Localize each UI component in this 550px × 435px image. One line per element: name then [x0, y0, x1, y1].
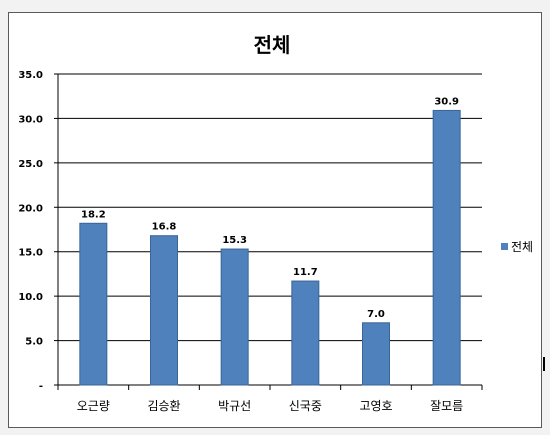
category-label: 고영호: [359, 399, 392, 413]
gridlines: [58, 73, 482, 342]
y-tick-label: -: [39, 381, 43, 392]
y-tick-label: 25.0: [18, 159, 43, 170]
chart-title: 전체: [254, 33, 291, 57]
category-label: 오근량: [77, 399, 110, 413]
y-tick-label: 35.0: [18, 70, 43, 81]
y-tick-label: 5.0: [25, 337, 43, 348]
y-tick-label: 15.0: [18, 248, 43, 259]
category-label: 신국중: [289, 399, 322, 413]
y-tick-label: 30.0: [18, 114, 43, 125]
category-label: 잘모름: [430, 399, 463, 413]
data-label: 15.3: [222, 235, 247, 246]
axes: - 5.0 10.0 15.0 20.0 25.0 30.0 35.0: [18, 70, 483, 392]
legend-swatch: [501, 243, 508, 250]
data-label: 7.0: [367, 309, 385, 320]
data-label: 16.8: [152, 222, 177, 233]
bar: [291, 280, 320, 386]
bar: [150, 235, 178, 386]
data-label: 11.7: [293, 267, 318, 278]
edge-marker: [543, 357, 545, 371]
data-label: 18.2: [81, 209, 106, 220]
y-tick-label: 10.0: [18, 292, 43, 303]
bars: [79, 109, 461, 386]
bar: [432, 109, 461, 386]
bar: [220, 248, 249, 386]
bar: [79, 222, 108, 386]
labels: 18.2 오근량 16.8 김승환 15.3 박규선 11.7 신국중 7.0 고영호 30.9 잘모…: [77, 96, 463, 413]
legend: 전체: [501, 240, 533, 254]
category-label: 박규선: [218, 399, 251, 413]
bar: [362, 322, 390, 386]
category-label: 김승환: [147, 399, 180, 413]
y-tick-label: 20.0: [18, 203, 43, 214]
legend-label: 전체: [511, 240, 533, 254]
data-label: 30.9: [434, 96, 459, 107]
